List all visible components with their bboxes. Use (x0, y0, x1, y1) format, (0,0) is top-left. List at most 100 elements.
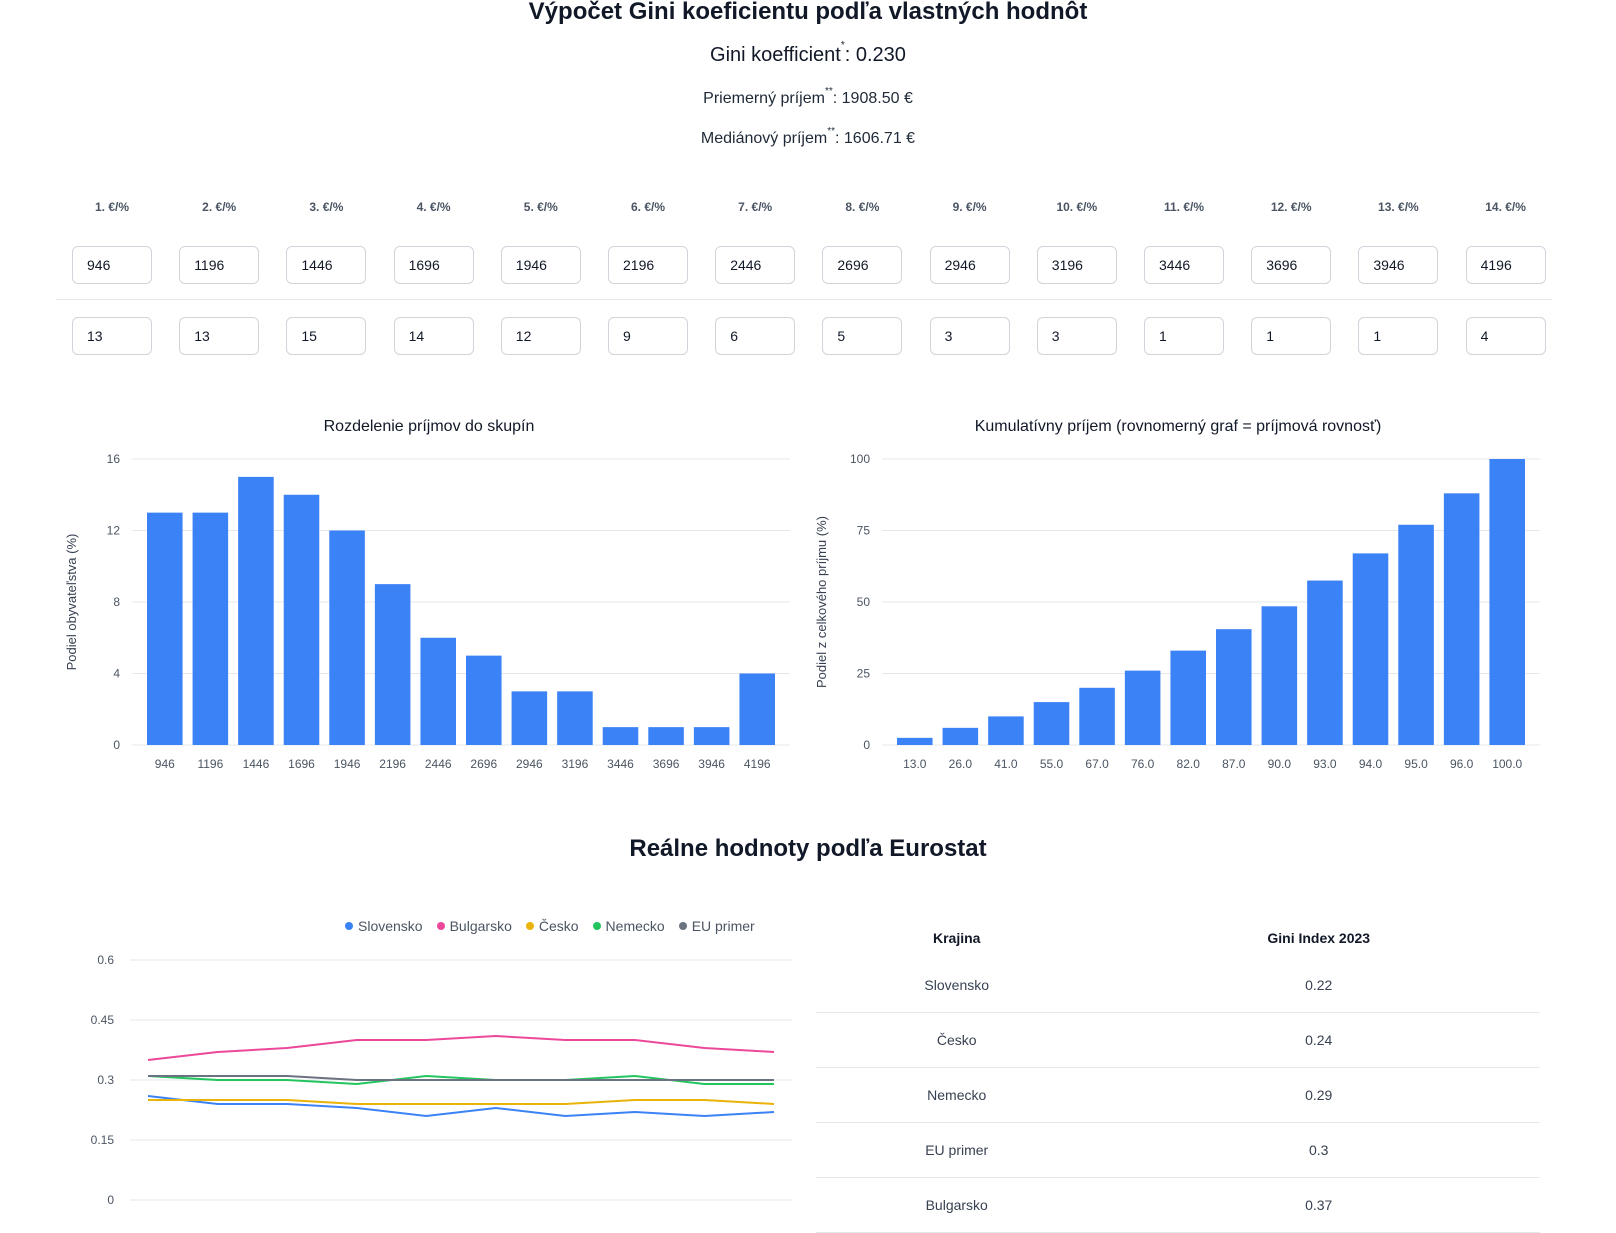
population-share-input[interactable] (72, 317, 152, 355)
legend-label: EU primer (691, 918, 755, 934)
series-line[interactable] (147, 1095, 775, 1118)
income-input[interactable] (500, 246, 581, 284)
bar[interactable] (1307, 580, 1343, 745)
gini-index-cell: 0.22 (1097, 958, 1540, 1013)
y-tick-label: 12 (107, 524, 121, 538)
bar[interactable] (511, 691, 548, 745)
input-divider (56, 299, 1552, 300)
x-tick-label: 94.0 (1359, 757, 1383, 771)
income-input[interactable] (72, 246, 152, 284)
column-header: 9. €/% (952, 200, 987, 214)
bar[interactable] (897, 737, 933, 745)
cumulative-chart-title: Kumulatívny príjem (rovnomerný graf = pr… (974, 418, 1382, 435)
x-tick-label: 1196 (197, 757, 223, 771)
average-income-value: : 1908.50 € (832, 90, 913, 107)
bar[interactable] (374, 584, 411, 745)
header-country: Krajina (932, 930, 981, 946)
bar[interactable] (693, 727, 730, 745)
population-share-input[interactable] (608, 317, 688, 355)
cumulative-income-chart: 0 25 50 75 100 13.0 26.0 41.0 55.0 67.0 76.0 82.0 87… (814, 452, 1540, 771)
bar[interactable] (1261, 606, 1298, 745)
income-input[interactable] (1465, 246, 1546, 284)
y-tick-label: 0 (107, 1193, 114, 1207)
bar[interactable] (420, 637, 456, 745)
bar[interactable] (557, 691, 593, 745)
series-line[interactable] (148, 1075, 774, 1081)
population-share-input[interactable] (715, 317, 796, 355)
bar[interactable] (238, 476, 274, 745)
population-share-input[interactable] (1144, 317, 1224, 355)
legend-item[interactable]: Nemecko (592, 918, 665, 934)
bar[interactable] (988, 716, 1024, 745)
income-input[interactable] (286, 246, 367, 284)
bar[interactable] (1124, 670, 1161, 745)
bar[interactable] (1170, 650, 1206, 745)
income-input[interactable] (1358, 246, 1439, 284)
bar[interactable] (1079, 687, 1115, 745)
income-input[interactable] (179, 246, 260, 284)
income-input[interactable] (715, 246, 796, 284)
income-input[interactable] (393, 246, 474, 284)
x-tick-label: 4196 (744, 757, 771, 771)
legend-dot-icon (345, 922, 353, 930)
population-share-input[interactable] (822, 317, 903, 355)
bar[interactable] (1352, 553, 1389, 745)
country-cell: Slovensko (816, 958, 1098, 1013)
column-header: 14. €/% (1485, 200, 1526, 214)
bar[interactable] (1033, 702, 1070, 745)
population-share-input[interactable] (1251, 317, 1332, 355)
legend-item[interactable]: Slovensko (345, 918, 423, 934)
population-share-input[interactable] (929, 317, 1010, 355)
bar[interactable] (1216, 629, 1252, 745)
y-axis-label: Podiel obyvateľstva (%) (64, 534, 79, 671)
legend-item[interactable]: Bulgarsko (436, 918, 512, 934)
y-tick-label: 4 (113, 667, 120, 681)
x-tick-label: 67.0 (1085, 757, 1109, 771)
bar[interactable] (329, 530, 365, 746)
population-share-input[interactable] (1465, 317, 1546, 355)
legend-item[interactable]: Česko (525, 918, 579, 934)
population-share-input[interactable] (500, 317, 581, 355)
population-share-input[interactable] (1036, 317, 1117, 355)
bar[interactable] (192, 512, 229, 745)
income-distribution-chart: 0 4 8 12 16 946 1196 1446 1696 1946 2196 2446 2696 29… (64, 452, 790, 771)
bar[interactable] (739, 673, 775, 746)
bar[interactable] (283, 494, 320, 745)
income-input[interactable] (1251, 246, 1332, 284)
bar[interactable] (1443, 493, 1480, 745)
y-tick-label: 100 (850, 452, 870, 466)
y-tick-label: 0.45 (91, 1013, 115, 1027)
distribution-chart-title: Rozdelenie príjmov do skupín (323, 418, 535, 435)
x-tick-label: 96.0 (1450, 757, 1474, 771)
bar[interactable] (602, 727, 639, 745)
bar[interactable] (942, 727, 979, 745)
income-input[interactable] (608, 246, 688, 284)
country-cell: EU primer (816, 1122, 1098, 1178)
series-line[interactable] (148, 1099, 775, 1105)
y-tick-label: 75 (857, 524, 871, 538)
y-tick-label: 0 (113, 738, 120, 752)
population-share-input[interactable] (393, 317, 474, 355)
bar[interactable] (648, 727, 684, 745)
median-income-value: : 1606.71 € (835, 130, 916, 147)
x-tick-label: 100.0 (1492, 757, 1522, 771)
table-row: Česko 0.24 (816, 1012, 1540, 1068)
bar[interactable] (1489, 459, 1525, 745)
bar[interactable] (466, 655, 502, 745)
x-tick-label: 2446 (425, 757, 452, 771)
legend-item[interactable]: EU primer (678, 918, 755, 934)
income-input[interactable] (1036, 246, 1117, 284)
x-tick-label: 82.0 (1177, 757, 1201, 771)
gini-index-cell: 0.37 (1097, 1177, 1540, 1233)
income-input[interactable] (822, 246, 903, 284)
bar[interactable] (147, 512, 183, 745)
income-input[interactable] (929, 246, 1010, 284)
x-tick-label: 2946 (516, 757, 543, 771)
population-share-input[interactable] (179, 317, 260, 355)
income-input[interactable] (1144, 246, 1224, 284)
table-row: EU primer 0.3 (816, 1122, 1540, 1178)
bar[interactable] (1398, 524, 1434, 745)
population-share-input[interactable] (1358, 317, 1439, 355)
series-line[interactable] (147, 1034, 775, 1061)
population-share-input[interactable] (286, 317, 367, 355)
